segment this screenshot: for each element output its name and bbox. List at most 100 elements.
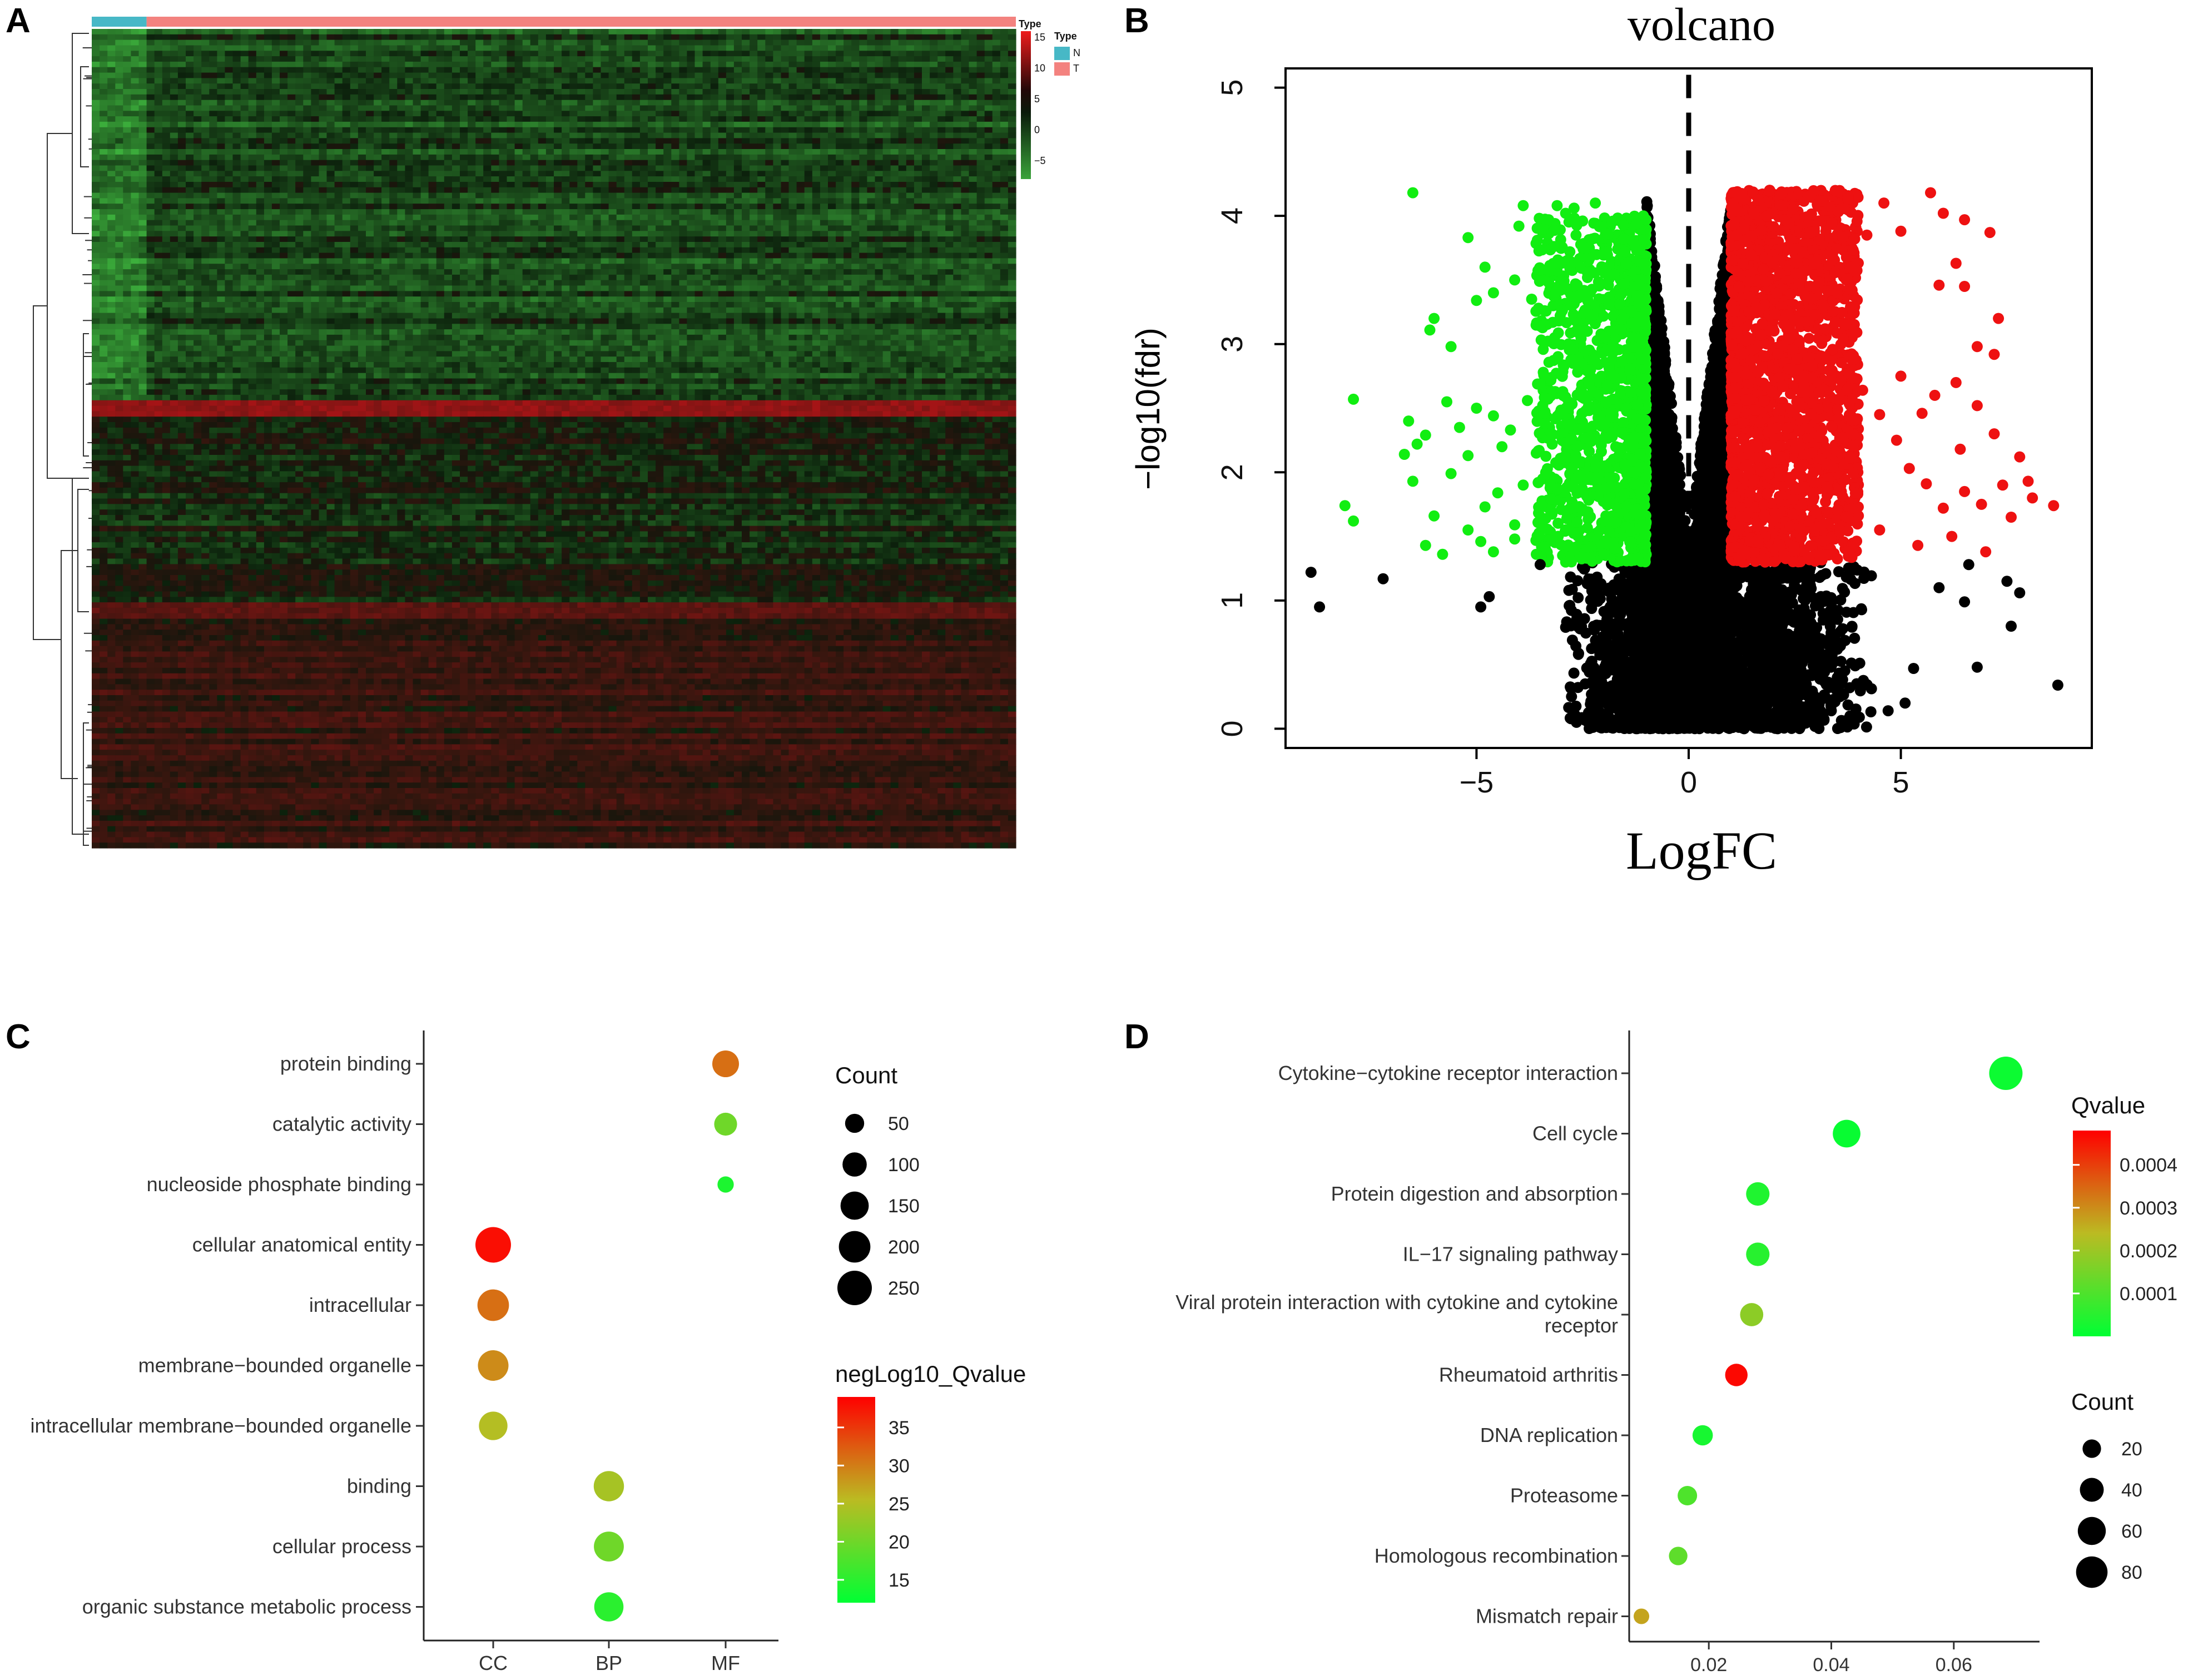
heatmap-cell — [656, 149, 664, 155]
heatmap-cell — [601, 220, 609, 226]
heatmap-cell — [201, 105, 210, 111]
heatmap-cell — [984, 176, 993, 182]
heatmap-cell — [593, 149, 602, 155]
heatmap-cell — [679, 51, 688, 57]
heatmap-cell — [186, 236, 194, 242]
heatmap-cell — [679, 214, 688, 221]
heatmap-cell — [256, 187, 265, 194]
heatmap-cell — [687, 89, 696, 95]
heatmap-cell — [836, 94, 844, 101]
heatmap-cell — [232, 242, 241, 248]
heatmap-cell — [92, 252, 100, 259]
heatmap-cell — [311, 72, 320, 78]
heatmap-cell — [702, 51, 711, 57]
heatmap-cell — [397, 220, 405, 226]
heatmap-cell — [945, 149, 954, 155]
heatmap-cell — [875, 176, 884, 182]
heatmap-cell — [170, 29, 178, 35]
heatmap-cell — [851, 51, 860, 57]
heatmap-cell — [444, 236, 453, 242]
heatmap-cell — [562, 225, 570, 231]
heatmap-cell — [428, 105, 437, 111]
heatmap-cell — [146, 242, 155, 248]
heatmap-cell — [945, 187, 954, 194]
heatmap-cell — [773, 231, 782, 237]
heatmap-cell — [562, 149, 570, 155]
heatmap-cell — [1008, 231, 1016, 237]
heatmap-cell — [593, 132, 602, 138]
heatmap-cell — [405, 61, 414, 68]
heatmap-cell — [248, 61, 257, 68]
heatmap-cell — [123, 165, 131, 171]
heatmap-type-annotation — [92, 17, 1016, 27]
heatmap-cell — [663, 94, 672, 101]
heatmap-cell — [389, 209, 398, 215]
heatmap-cell — [256, 247, 265, 254]
heatmap-cell — [765, 165, 773, 171]
heatmap-cell — [381, 94, 390, 101]
heatmap-cell — [577, 182, 586, 188]
heatmap-cell — [522, 51, 531, 57]
heatmap-cell — [851, 171, 860, 177]
heatmap-cell — [366, 56, 374, 62]
heatmap-cell — [828, 105, 836, 111]
heatmap-cell — [616, 89, 625, 95]
heatmap-cell — [374, 160, 382, 166]
heatmap-cell — [639, 220, 648, 226]
heatmap-cell — [295, 182, 304, 188]
heatmap-cell — [201, 29, 210, 35]
heatmap-cell — [976, 67, 985, 73]
heatmap-cell — [186, 56, 194, 62]
heatmap-cell — [694, 149, 703, 155]
heatmap-cell — [428, 67, 437, 73]
heatmap-cell — [820, 143, 828, 150]
heatmap-cell — [742, 105, 750, 111]
heatmap-cell — [663, 171, 672, 177]
heatmap-cell — [742, 231, 750, 237]
heatmap-cell — [624, 89, 633, 95]
heatmap-cell — [319, 252, 328, 259]
heatmap-cell — [452, 225, 460, 231]
heatmap-cell — [522, 143, 531, 150]
heatmap-cell — [601, 209, 609, 215]
heatmap-cell — [154, 83, 163, 90]
heatmap-cell — [397, 78, 405, 84]
heatmap-cell — [663, 176, 672, 182]
heatmap-cell — [177, 192, 186, 199]
heatmap-cell — [922, 89, 930, 95]
heatmap-cell — [969, 247, 978, 254]
heatmap-cell — [428, 56, 437, 62]
heatmap-cell — [311, 138, 320, 144]
heatmap-cell — [976, 165, 985, 171]
heatmap-cell — [107, 204, 116, 210]
heatmap-cell — [271, 220, 280, 226]
heatmap-cell — [115, 187, 123, 194]
heatmap-cell — [514, 83, 523, 90]
heatmap-cell — [882, 61, 891, 68]
heatmap-cell — [694, 89, 703, 95]
heatmap-cell — [922, 204, 930, 210]
heatmap-cell — [882, 209, 891, 215]
heatmap-cell — [569, 182, 578, 188]
heatmap-cell — [194, 231, 202, 237]
heatmap-cell — [616, 165, 625, 171]
heatmap-cell — [671, 231, 679, 237]
heatmap-cell — [303, 149, 311, 155]
heatmap-cell — [562, 247, 570, 254]
heatmap-cell — [616, 51, 625, 57]
heatmap-cell — [209, 127, 217, 133]
heatmap-cell — [507, 56, 515, 62]
heatmap-cell — [381, 89, 390, 95]
heatmap-cell — [836, 78, 844, 84]
heatmap-cell — [718, 165, 727, 171]
heatmap-cell — [961, 165, 970, 171]
heatmap-cell — [232, 51, 241, 57]
heatmap-cell — [922, 220, 930, 226]
heatmap-cell — [624, 51, 633, 57]
heatmap-cell — [1008, 192, 1016, 199]
heatmap-cell — [1008, 182, 1016, 188]
heatmap-cell — [632, 94, 641, 101]
heatmap-cell — [773, 182, 782, 188]
heatmap-cell — [914, 165, 922, 171]
heatmap-cell — [953, 45, 961, 51]
